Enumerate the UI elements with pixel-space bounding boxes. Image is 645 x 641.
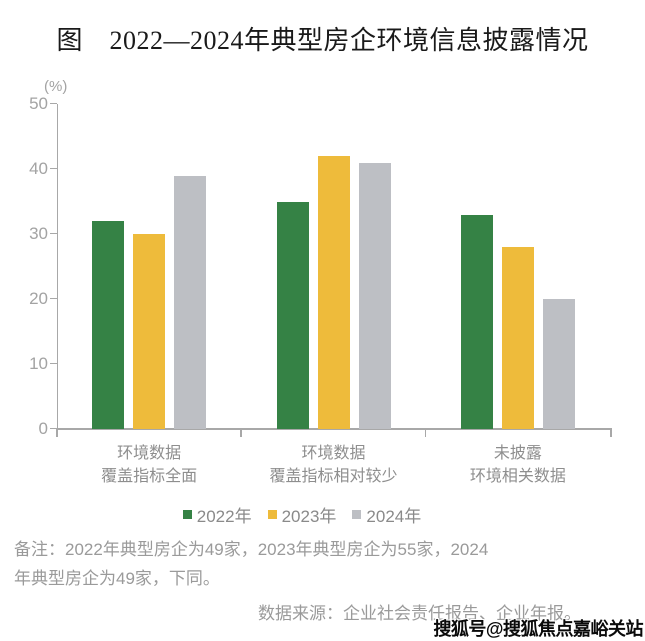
y-tick [50, 362, 57, 364]
bar-2024年-group3 [542, 299, 575, 429]
legend-item-2022年: 2022年 [182, 502, 252, 527]
legend-item-2023年: 2023年 [267, 502, 337, 527]
footnote-line-1: 备注：2022年典型房企为49家，2023年典型房企为55家，2024 [14, 540, 489, 559]
x-axis-end-tick [610, 428, 612, 437]
data-source-line: 数据来源：企业社会责任报告、企业年报。 [258, 604, 581, 623]
legend-swatch-icon [182, 509, 192, 519]
bar-2023年-group1 [133, 234, 166, 429]
y-tick-label: 0 [38, 419, 48, 438]
bar-2024年-group1 [174, 175, 207, 429]
bar-2022年-group2 [276, 201, 309, 429]
y-tick [50, 232, 57, 234]
bar-2024年-group2 [358, 162, 391, 429]
category-label: 环境数据覆盖指标相对较少 [242, 442, 426, 488]
legend-label: 2022年 [196, 506, 252, 526]
x-divider-tick [240, 428, 242, 437]
category-label: 环境数据覆盖指标全面 [57, 442, 241, 488]
legend-swatch-icon [352, 509, 362, 519]
legend-item-2024年: 2024年 [352, 502, 421, 527]
chart-legend: 2022年 2023年 2024年 [0, 502, 604, 527]
y-tick [50, 167, 57, 169]
y-tick [50, 297, 57, 299]
watermark-sohu-badge: 搜狐号@搜狐焦点嘉峪关站 [433, 619, 643, 639]
legend-swatch-icon [267, 509, 277, 519]
y-tick [50, 427, 57, 429]
category-label-line: 未披露 [493, 445, 542, 462]
bar-2023年-group2 [317, 156, 350, 429]
x-axis-start-tick [56, 428, 58, 437]
category-label-line: 环境数据 [117, 445, 182, 462]
y-tick-label: 30 [29, 224, 48, 243]
bar-2022年-group3 [460, 214, 493, 429]
bar-2022年-group1 [92, 221, 125, 429]
category-label-line: 覆盖指标相对较少 [269, 468, 398, 485]
legend-label: 2024年 [366, 506, 422, 526]
x-divider-tick [424, 428, 427, 437]
footnote-line-2: 年典型房企为49家，下同。 [14, 569, 220, 588]
y-tick-label: 20 [29, 289, 48, 308]
category-label-line: 环境数据 [301, 445, 366, 462]
y-tick-label: 50 [29, 94, 48, 113]
category-label-line: 环境相关数据 [469, 468, 566, 485]
y-axis-unit-label: (%) [44, 78, 68, 95]
y-axis-line [56, 104, 58, 429]
chart-title: 图 2022—2024年典型房企环境信息披露情况 [56, 26, 589, 55]
category-label-line: 覆盖指标全面 [101, 468, 198, 485]
category-label: 未披露 环境相关数据 [426, 442, 610, 488]
y-tick-label: 10 [29, 354, 48, 373]
legend-label: 2023年 [281, 506, 337, 526]
y-tick [50, 102, 57, 104]
bar-2023年-group3 [501, 247, 534, 429]
y-tick-label: 40 [29, 159, 48, 178]
